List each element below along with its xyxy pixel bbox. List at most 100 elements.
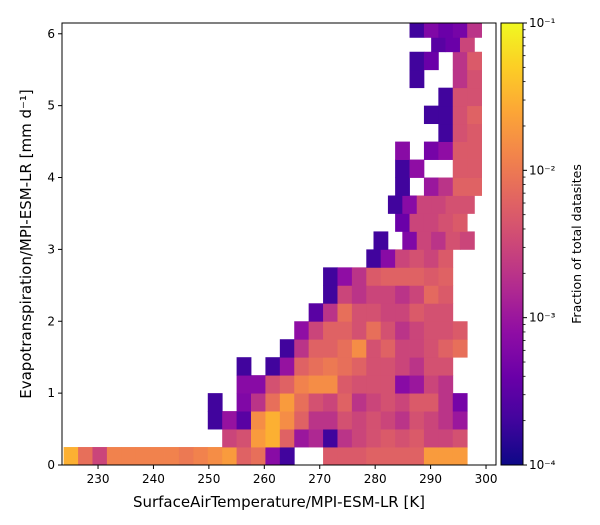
heatmap-cell-r0-c25 [423,447,439,466]
heatmap-cell-r13-c4 [452,213,468,232]
heatmap-cell-r0-c15 [279,447,295,466]
heatmap-cell-r14-c4 [445,195,461,214]
colorbar-tick-label-2: 10⁻³ [529,311,556,325]
heatmap-cell-r3-c8 [323,393,338,412]
heatmap-cell-r1-c11 [380,429,396,448]
heatmap-cell-r9-c4 [380,285,396,304]
heatmap-cell-r10-c8 [438,267,454,286]
heatmap-cell-r7-c0 [294,321,310,340]
heatmap-cell-r0-c0 [63,447,79,466]
colorbar-tick-label-1: 10⁻² [529,163,556,177]
heatmap-cell-r7-c5 [366,321,382,340]
heatmap-cell-r17-c4 [452,141,468,160]
x-tick-label-0: 230 [87,472,110,486]
heatmap-cell-r7-c6 [380,321,396,340]
heatmap-cell-r21-c3 [452,69,468,89]
heatmap-cell-r2-c14 [409,411,425,430]
heatmap-cell-r0-c27 [452,447,468,466]
heatmap-cell-r7-c7 [395,321,410,340]
heatmap-cell-r6-c10 [423,339,439,358]
heatmap-cell-r2-c11 [366,411,382,430]
heatmap-cell-r0-c22 [380,447,396,466]
heatmap-cell-r1-c15 [438,429,454,448]
heatmap-cell-r9-c7 [423,285,439,304]
heatmap-cell-r4-c4 [294,375,310,394]
heatmap-cell-r2-c12 [380,411,396,430]
heatmap-cell-r11-c1 [380,249,396,268]
heatmap-cell-r16-c0 [395,159,410,178]
heatmap-cell-r3-c6 [294,393,310,412]
heatmap-cell-r24-c2 [438,23,454,38]
heatmap-cell-r0-c12 [236,447,252,466]
heatmap-cell-r2-c7 [308,411,324,430]
heatmap-cell-r11-c4 [423,249,439,268]
heatmap-cell-r14-c2 [416,195,432,214]
heatmap-cell-r5-c12 [409,357,425,376]
heatmap-cell-r22-c0 [409,51,425,71]
heatmap-cell-r1-c5 [294,429,310,448]
heatmap-cell-r3-c2 [236,393,252,412]
heatmap-cell-r2-c2 [236,411,252,430]
heatmap-cell-r5-c9 [366,357,382,376]
heatmap-cell-r2-c13 [395,411,410,430]
y-tick-label-2: 2 [47,314,55,328]
heatmap-cell-r2-c17 [452,411,468,430]
heatmap-cell-r20-c2 [467,87,482,107]
heatmap-cell-r9-c5 [395,285,410,304]
heatmap-cell-r3-c14 [409,393,425,412]
heatmap-cell-r0-c18 [323,447,338,466]
heatmap-cell-r1-c4 [279,429,295,448]
x-tick-label-5: 280 [364,472,387,486]
heatmap-cell-r16-c1 [409,159,425,178]
heatmap-cell-r8-c5 [380,303,396,322]
heatmap-cell-r22-c1 [423,51,439,71]
heatmap-cell-r19-c0 [423,105,439,125]
x-tick-label-2: 250 [197,472,220,486]
heatmap-cell-r6-c6 [366,339,382,358]
heatmap-cell-r1-c9 [351,429,367,448]
heatmap-cell-r2-c5 [279,411,295,430]
heatmap-cell-r1-c12 [395,429,410,448]
heatmap-cell-r20-c1 [452,87,468,107]
heatmap-cell-r13-c1 [409,213,425,232]
heatmap-cell-r1-c13 [409,429,425,448]
heatmap-cell-r23-c0 [431,33,446,53]
x-tick-label-6: 290 [419,472,442,486]
heatmap-cell-r7-c8 [409,321,425,340]
heatmap-cell-r14-c1 [402,195,418,214]
heatmap-cell-r3-c11 [366,393,382,412]
x-axis-label: SurfaceAirTemperature/MPI-ESM-LR [K] [133,493,425,511]
heatmap-cell-r7-c9 [423,321,439,340]
heatmap-cell-r2-c1 [222,411,237,430]
heatmap-cell-r3-c15 [423,393,439,412]
heatmap-cell-r0-c21 [366,447,382,466]
heatmap-cell-r11-c3 [409,249,425,268]
heatmap-cell-r8-c7 [409,303,425,322]
heatmap-cell-r5-c10 [380,357,396,376]
heatmap-cell-r1-c8 [337,429,353,448]
heatmap-cell-r13-c3 [438,213,454,232]
heatmap-cell-r13-c2 [423,213,439,232]
heatmap-cell-r21-c4 [467,69,482,89]
heatmap-cell-r23-c2 [459,33,475,53]
heatmap-cell-r7-c2 [323,321,338,340]
heatmap-cell-r9-c6 [409,285,425,304]
heatmap-cell-r2-c15 [423,411,439,430]
heatmap-cell-r17-c3 [438,141,454,160]
heatmap-cell-r0-c10 [207,447,223,466]
heatmap-cell-r17-c0 [395,141,410,160]
heatmap-cell-r9-c0 [323,285,338,304]
heatmap-cell-r2-c8 [323,411,338,430]
heatmap-cell-r15-c5 [467,177,482,196]
heatmap-cell-r3-c16 [438,393,454,412]
heatmap-cell-r9-c2 [351,285,367,304]
heatmap-cell-r19-c3 [467,105,482,125]
heatmap-cell-r4-c11 [395,375,410,394]
colorbar-tick-label-3: 10⁻⁴ [529,458,556,472]
heatmap-cell-r0-c7 [164,447,180,466]
heatmap-cell-r3-c5 [279,393,295,412]
heatmap-cell-r0-c3 [106,447,122,466]
heatmap-cell-r13-c0 [395,213,410,232]
heatmap-cell-r5-c14 [438,357,454,376]
